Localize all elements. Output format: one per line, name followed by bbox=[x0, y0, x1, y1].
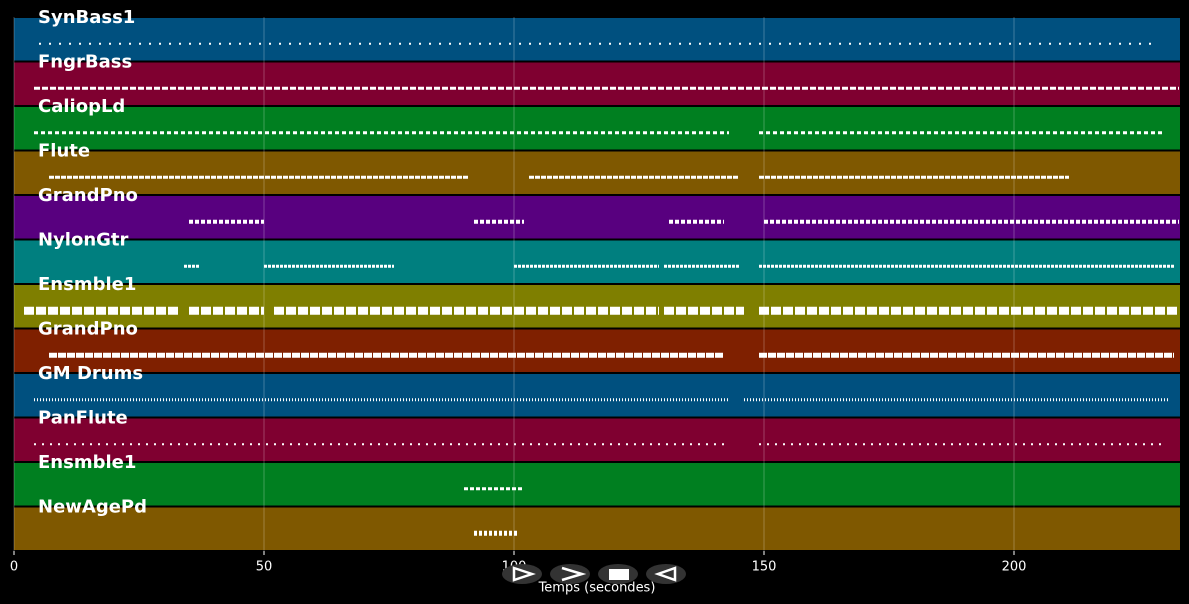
button-bg[interactable] bbox=[502, 564, 542, 584]
track-band bbox=[14, 107, 1180, 150]
track-label: SynBass1 bbox=[38, 7, 135, 28]
track-band bbox=[14, 463, 1180, 506]
playback-controls bbox=[502, 564, 686, 584]
button-bg[interactable] bbox=[550, 564, 590, 584]
track-label: PanFlute bbox=[38, 408, 128, 429]
x-tick-label: 200 bbox=[1002, 560, 1027, 575]
track-label: GrandPno bbox=[38, 185, 138, 206]
track-band bbox=[14, 18, 1180, 61]
track-band bbox=[14, 418, 1180, 461]
track-label: Ensmble1 bbox=[38, 452, 136, 473]
stop-icon bbox=[609, 569, 629, 580]
track-band bbox=[14, 62, 1180, 105]
rewind-button[interactable] bbox=[646, 564, 686, 584]
track-label: FngrBass bbox=[38, 52, 132, 73]
track-band bbox=[14, 151, 1180, 194]
x-tick-label: 0 bbox=[10, 560, 18, 575]
track-label: NewAgePd bbox=[38, 497, 147, 518]
forward-button[interactable] bbox=[550, 564, 590, 584]
track-band bbox=[14, 507, 1180, 550]
x-tick-label: 150 bbox=[752, 560, 777, 575]
track-label: NylonGtr bbox=[38, 230, 129, 251]
play-icon bbox=[512, 566, 536, 582]
x-axis-label: Temps (secondes) bbox=[538, 581, 656, 596]
play-button[interactable] bbox=[502, 564, 542, 584]
track-label: GM Drums bbox=[38, 363, 143, 384]
track-band bbox=[14, 329, 1180, 372]
track-band bbox=[14, 374, 1180, 417]
track-band bbox=[14, 285, 1180, 328]
track-label: CaliopLd bbox=[38, 96, 125, 117]
rewind-icon bbox=[654, 566, 677, 582]
x-tick-label: 50 bbox=[256, 560, 273, 575]
track-band bbox=[14, 240, 1180, 283]
stop-button[interactable] bbox=[598, 564, 638, 584]
track-label: Flute bbox=[38, 141, 90, 162]
track-band bbox=[14, 196, 1180, 239]
track-label: Ensmble1 bbox=[38, 274, 136, 295]
forward-icon bbox=[561, 566, 587, 582]
track-label: GrandPno bbox=[38, 319, 138, 340]
